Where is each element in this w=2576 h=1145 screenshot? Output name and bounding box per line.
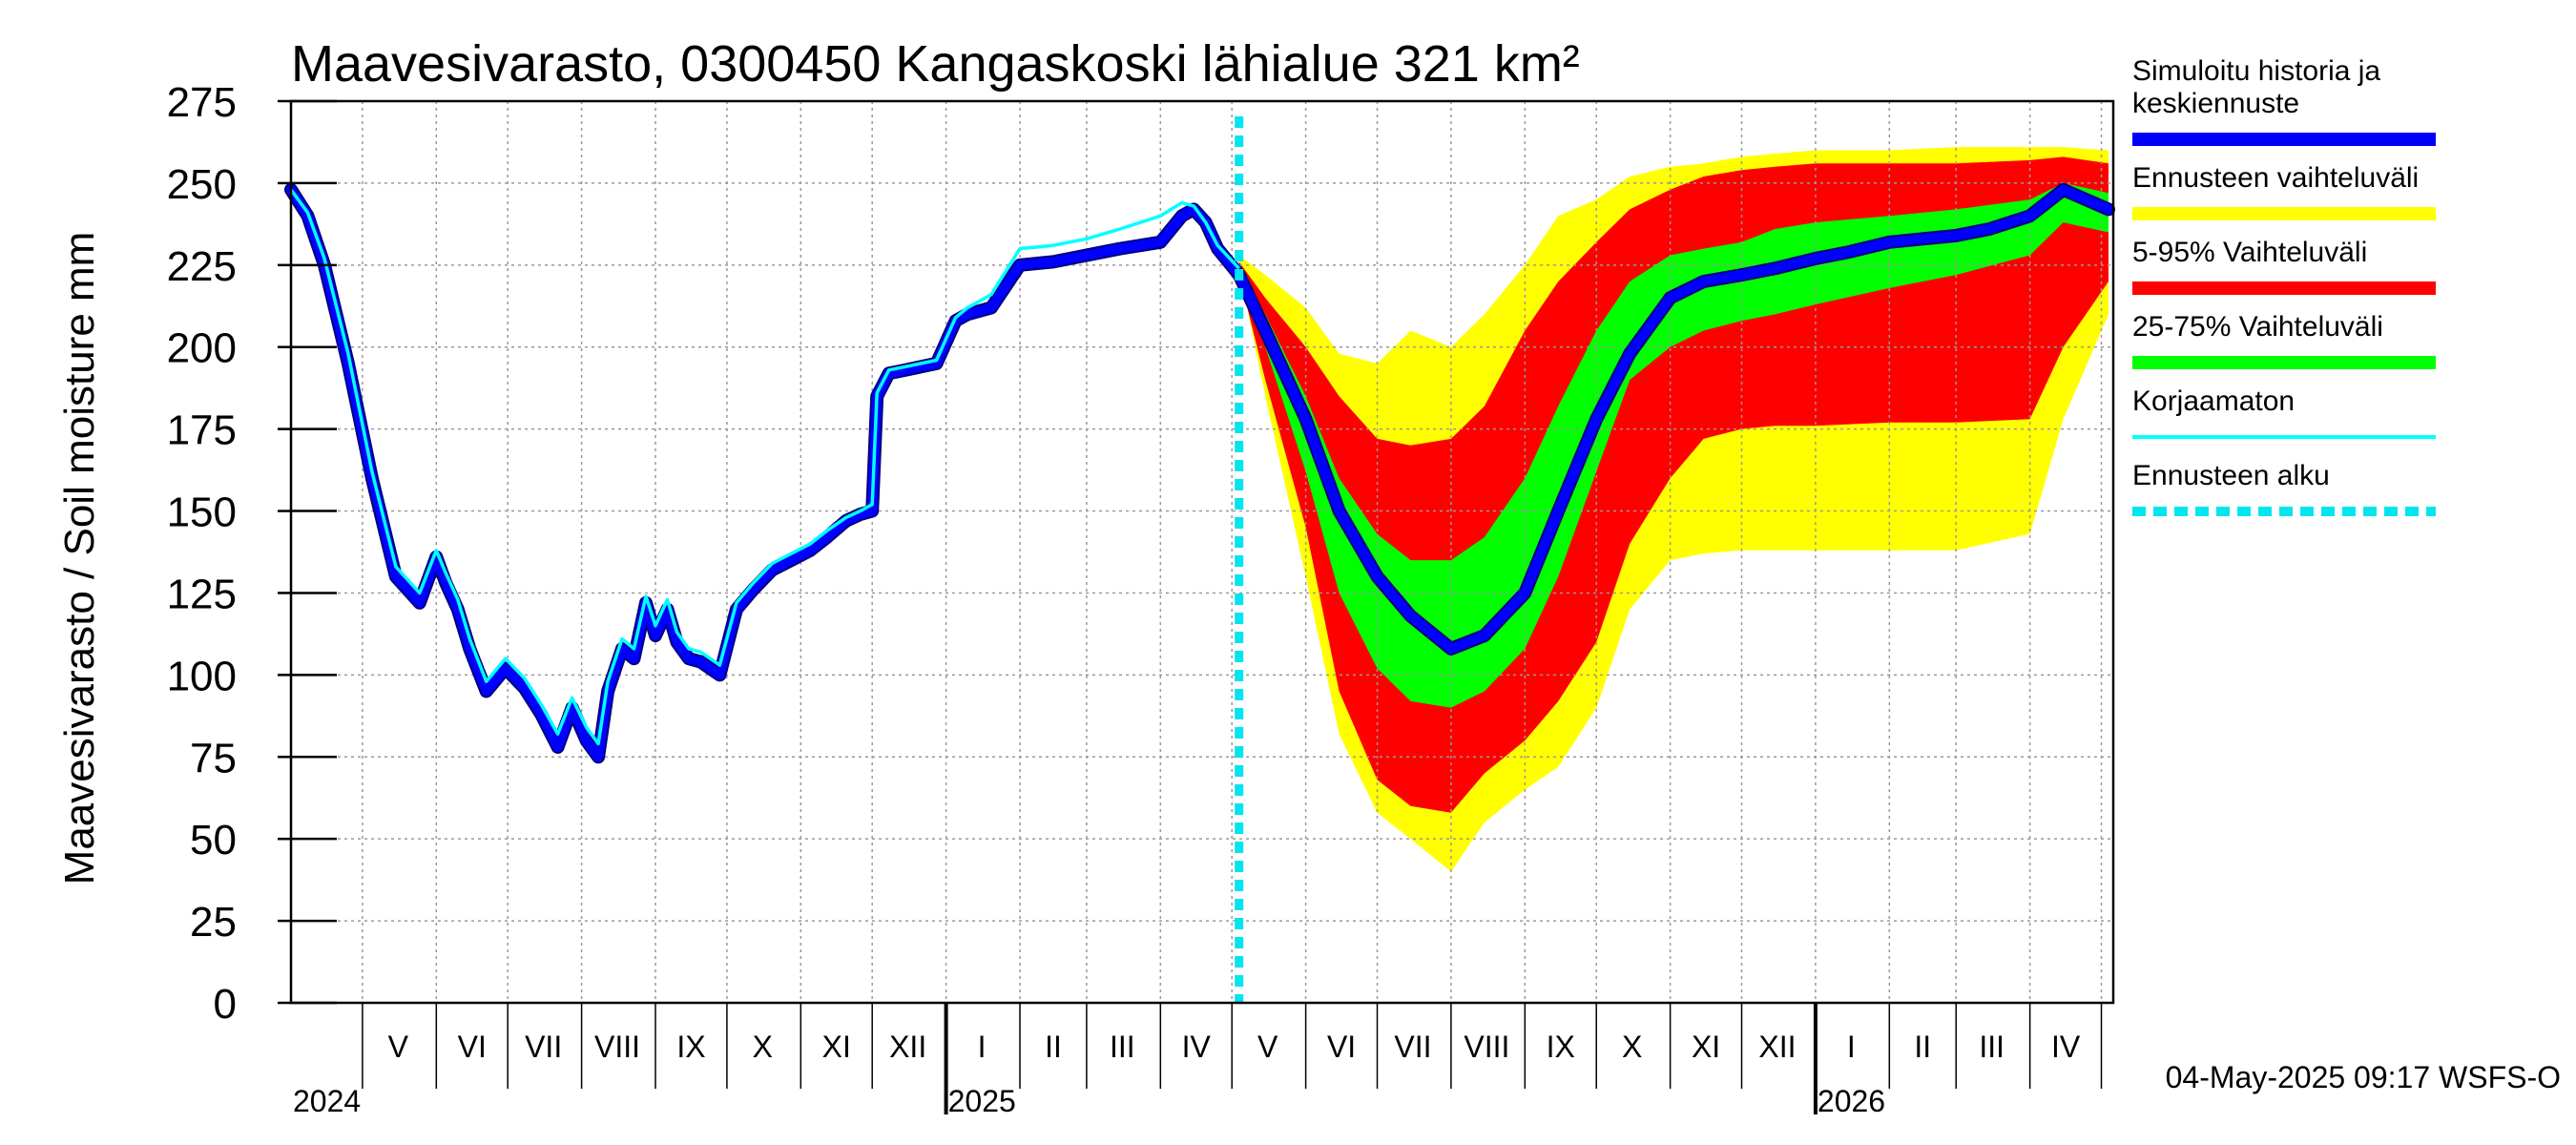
legend-item-3: 5-95% Vaihteluväli	[2132, 237, 2436, 295]
x-axis-labels: V VI VII VIII IX X XI XII I II III IV V VI VII VIII IX X X…	[293, 1030, 2081, 1118]
y-axis-label: Maavesivarasto / Soil moisture mm	[56, 232, 103, 885]
x-month-label-9: II	[1045, 1030, 1062, 1064]
x-month-label-23: IV	[2051, 1030, 2081, 1064]
x-month-label-1: VI	[458, 1030, 487, 1064]
y-tick-label-7: 175	[167, 407, 237, 454]
x-year-label-1: 2025	[948, 1084, 1016, 1118]
x-year-label-0: 2024	[293, 1084, 361, 1118]
x-month-label-2: VII	[525, 1030, 562, 1064]
x-month-label-20: I	[1847, 1030, 1856, 1064]
legend-label-1-line-1: Simuloitu historia ja	[2132, 55, 2380, 87]
x-month-label-17: X	[1622, 1030, 1642, 1064]
series-lines	[284, 116, 2115, 1003]
x-year-label-2: 2026	[1818, 1084, 1885, 1118]
plot-frame	[289, 99, 2115, 1005]
x-month-label-0: V	[388, 1030, 409, 1064]
x-month-label-16: IX	[1547, 1030, 1575, 1064]
x-month-label-21: II	[1914, 1030, 1931, 1064]
series-line-uncorrected	[289, 188, 1240, 746]
timestamp: 04-May-2025 09:17 WSFS-O	[2166, 1060, 2561, 1094]
x-month-label-19: XII	[1758, 1030, 1796, 1064]
y-tick-label-8: 200	[167, 325, 237, 372]
x-month-label-11: IV	[1182, 1030, 1212, 1064]
x-month-label-15: VIII	[1464, 1030, 1509, 1064]
y-tick-label-10: 250	[167, 161, 237, 208]
x-month-label-6: XI	[822, 1030, 851, 1064]
y-tick-label-3: 75	[190, 735, 237, 781]
legend-item-4: 25-75% Vaihteluväli	[2132, 311, 2436, 369]
legend-label-4: 25-75% Vaihteluväli	[2132, 311, 2383, 343]
x-month-label-13: VI	[1327, 1030, 1356, 1064]
y-tick-label-6: 150	[167, 489, 237, 536]
x-month-label-14: VII	[1394, 1030, 1431, 1064]
band-3	[1238, 182, 2109, 708]
y-tick-label-11: 275	[167, 79, 237, 126]
legend-label-5: Korjaamaton	[2132, 385, 2295, 417]
x-month-label-12: V	[1257, 1030, 1278, 1064]
legend-label-2: Ennusteen vaihteluväli	[2132, 162, 2419, 194]
legend-label-3: 5-95% Vaihteluväli	[2132, 237, 2367, 268]
y-tick-labels: 0 25 50 75 100 125 150 175 200 225 250 275	[167, 79, 237, 1028]
x-month-label-7: XII	[889, 1030, 926, 1064]
x-month-label-4: IX	[676, 1030, 705, 1064]
x-month-label-8: I	[978, 1030, 987, 1064]
legend-item-5: Korjaamaton	[2132, 385, 2436, 439]
y-tick-label-2: 50	[190, 817, 237, 864]
x-month-label-5: X	[753, 1030, 773, 1064]
legend-item-2: Ennusteen vaihteluväli	[2132, 162, 2436, 220]
y-tick-label-4: 100	[167, 653, 237, 699]
x-month-label-18: XI	[1692, 1030, 1720, 1064]
chart-axes	[278, 99, 2115, 1114]
y-tick-label-0: 0	[214, 981, 237, 1028]
legend-label-1-line-2: keskiennuste	[2132, 88, 2299, 119]
x-month-label-10: III	[1110, 1030, 1135, 1064]
x-month-label-3: VIII	[594, 1030, 640, 1064]
legend-item-6: Ennusteen alku	[2132, 460, 2436, 516]
y-tick-label-5: 125	[167, 571, 237, 617]
y-tick-label-9: 225	[167, 243, 237, 290]
x-month-label-22: III	[1979, 1030, 2005, 1064]
y-tick-label-1: 25	[190, 899, 237, 946]
legend-label-6: Ennusteen alku	[2132, 460, 2330, 491]
chart-title: Maavesivarasto, 0300450 Kangaskoski lähi…	[291, 35, 1580, 93]
